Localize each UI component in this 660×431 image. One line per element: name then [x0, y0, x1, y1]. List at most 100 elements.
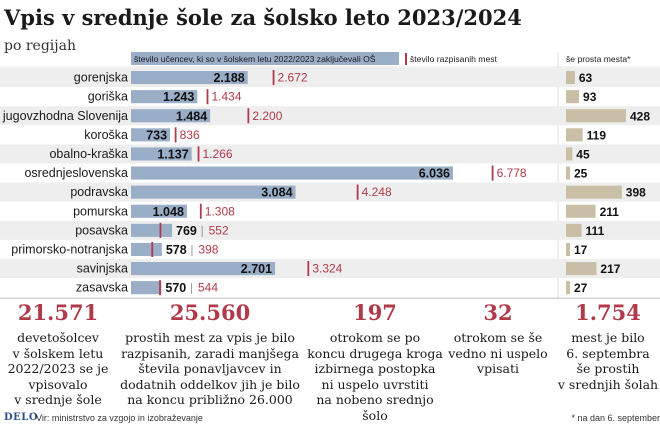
enrolled-bar — [131, 90, 198, 104]
free-places-value-label: 63 — [579, 71, 593, 85]
free-places-bar — [566, 204, 596, 218]
category-label: goriška — [88, 90, 128, 104]
category-label: zasavska — [76, 281, 128, 295]
free-places-value-label: 111 — [586, 224, 605, 238]
stat-number: 197 — [353, 300, 397, 325]
free-places-value-label: 25 — [574, 167, 588, 181]
stat-text: devetošolcev v šolskem letu 2022/2023 se j… — [7, 330, 109, 407]
places-value-label: 3.324 — [312, 262, 342, 276]
page-subtitle: po regijah — [4, 38, 76, 54]
free-places-bar — [566, 242, 570, 256]
stat-text: otrokom se še vedno ni uspelo vpisati — [448, 330, 548, 376]
free-places-value-label: 211 — [600, 205, 620, 219]
enrolled-bar — [131, 147, 192, 161]
stat-text: mest je bilo 6. septembra še prostih v sred… — [557, 330, 659, 392]
free-places-value-label: 17 — [574, 243, 588, 257]
stat-places: 25.560 prostih mest za vpis je bilo razpi… — [120, 300, 300, 408]
enrolled-bar — [131, 185, 296, 199]
places-value-label: 1.434 — [211, 90, 241, 104]
free-places-bar — [566, 128, 583, 142]
enrolled-bar — [131, 166, 453, 180]
enrolled-value-label: 3.084 — [261, 186, 292, 200]
category-label: pomurska — [73, 204, 128, 218]
enrolled-bar — [131, 281, 162, 295]
footnote: * na dan 6. september — [571, 413, 660, 423]
free-places-bar — [566, 281, 570, 295]
free-places-bar — [566, 90, 580, 104]
enrolled-bar — [131, 204, 187, 218]
stat-number: 21.571 — [17, 300, 99, 325]
enrolled-value-label: 1.048 — [153, 205, 184, 219]
free-places-bar — [566, 147, 573, 161]
summary-stats: 21.571 devetošolcev v šolskem letu 2022/20… — [0, 300, 660, 423]
places-value-label: 552 — [209, 223, 229, 237]
category-label: osrednjeslovenska — [24, 166, 128, 180]
free-places-value-label: 45 — [576, 147, 590, 161]
stat-enrolled: 21.571 devetošolcev v šolskem letu 2022/20… — [2, 300, 114, 408]
category-label: obalno-kraška — [49, 147, 128, 161]
stat-number: 32 — [483, 300, 513, 325]
enrolled-value-label: 570 — [165, 281, 186, 295]
legend-free-label: še prosta mesta* — [566, 54, 631, 64]
enrolled-bar — [131, 128, 171, 142]
category-label: posavska — [75, 223, 128, 237]
places-value-label: 6.778 — [497, 166, 527, 180]
category-label: koroška — [84, 128, 128, 142]
free-places-value-label: 119 — [587, 128, 607, 142]
free-places-value-label: 398 — [626, 186, 646, 200]
stat-free-places: 1.754 mest je bilo 6. septembra še prostih… — [556, 300, 660, 392]
places-value-label: 4.248 — [362, 185, 392, 199]
places-value-label: 1.266 — [203, 147, 233, 161]
enrolled-value-label: 2.701 — [241, 262, 272, 276]
free-places-bar — [566, 223, 582, 237]
stat-text: prostih mest za vpis je bilo razpisanih, … — [120, 330, 300, 407]
free-places-bar — [566, 109, 626, 123]
enrolled-value-label: 2.188 — [213, 71, 244, 85]
region-bar-chart: število učencev, ki so v šolskem letu 20… — [0, 52, 660, 299]
legend-places-label: število razpisanih mest — [410, 54, 498, 64]
enrolled-value-label: 769 — [176, 224, 197, 238]
enrolled-value-label: 1.243 — [163, 90, 194, 104]
free-places-bar — [566, 71, 575, 85]
category-label: jugovzhodna Slovenija — [2, 109, 128, 123]
legend-enrolled-label: število učencev, ki so v šolskem letu 20… — [134, 54, 376, 64]
source-note: Vir: ministrstvo za vzgojo in izobraževa… — [36, 413, 203, 423]
category-label: gorenjska — [74, 71, 128, 85]
places-value-label: 2.672 — [278, 71, 308, 85]
separator: | — [190, 281, 193, 295]
category-label: podravska — [70, 185, 128, 199]
enrolled-value-label: 578 — [166, 243, 187, 257]
enrolled-value-label: 733 — [146, 128, 167, 142]
enrolled-bar — [131, 223, 173, 237]
enrolled-bar — [131, 109, 211, 123]
free-places-bar — [566, 262, 597, 276]
delo-logo: DELO — [4, 412, 39, 423]
legend-enrolled-swatch — [131, 52, 399, 65]
places-value-label: 544 — [198, 281, 218, 295]
places-value-label: 2.200 — [252, 109, 282, 123]
places-value-label: 836 — [180, 128, 200, 142]
stat-not-enrolled: 32 otrokom se še vedno ni uspelo vpisati — [448, 300, 548, 377]
free-places-value-label: 27 — [574, 281, 588, 295]
separator: | — [190, 242, 193, 256]
free-places-bar — [566, 185, 622, 199]
stat-text: otrokom se po koncu drugega kroga izbirneg… — [307, 330, 443, 423]
page-title: Vpis v srednje šole za šolsko leto 2023/… — [4, 5, 522, 30]
free-places-value-label: 428 — [630, 109, 650, 123]
enrolled-bar — [131, 71, 248, 85]
free-places-value-label: 217 — [600, 262, 620, 276]
stat-number: 1.754 — [575, 300, 641, 325]
free-places-bar — [566, 166, 570, 180]
enrolled-value-label: 1.484 — [176, 109, 207, 123]
category-label: savinjska — [77, 262, 128, 276]
enrolled-value-label: 6.036 — [419, 167, 450, 181]
enrolled-value-label: 1.137 — [157, 147, 188, 161]
places-value-label: 398 — [198, 242, 218, 256]
free-places-value-label: 93 — [583, 90, 597, 104]
enrolled-bar — [131, 242, 162, 256]
separator: | — [201, 223, 204, 237]
stat-unplaced: 197 otrokom se po koncu drugega kroga izbi… — [305, 300, 445, 423]
stat-number: 25.560 — [169, 300, 251, 325]
enrolled-bar — [131, 262, 276, 276]
places-value-label: 1.308 — [205, 204, 235, 218]
